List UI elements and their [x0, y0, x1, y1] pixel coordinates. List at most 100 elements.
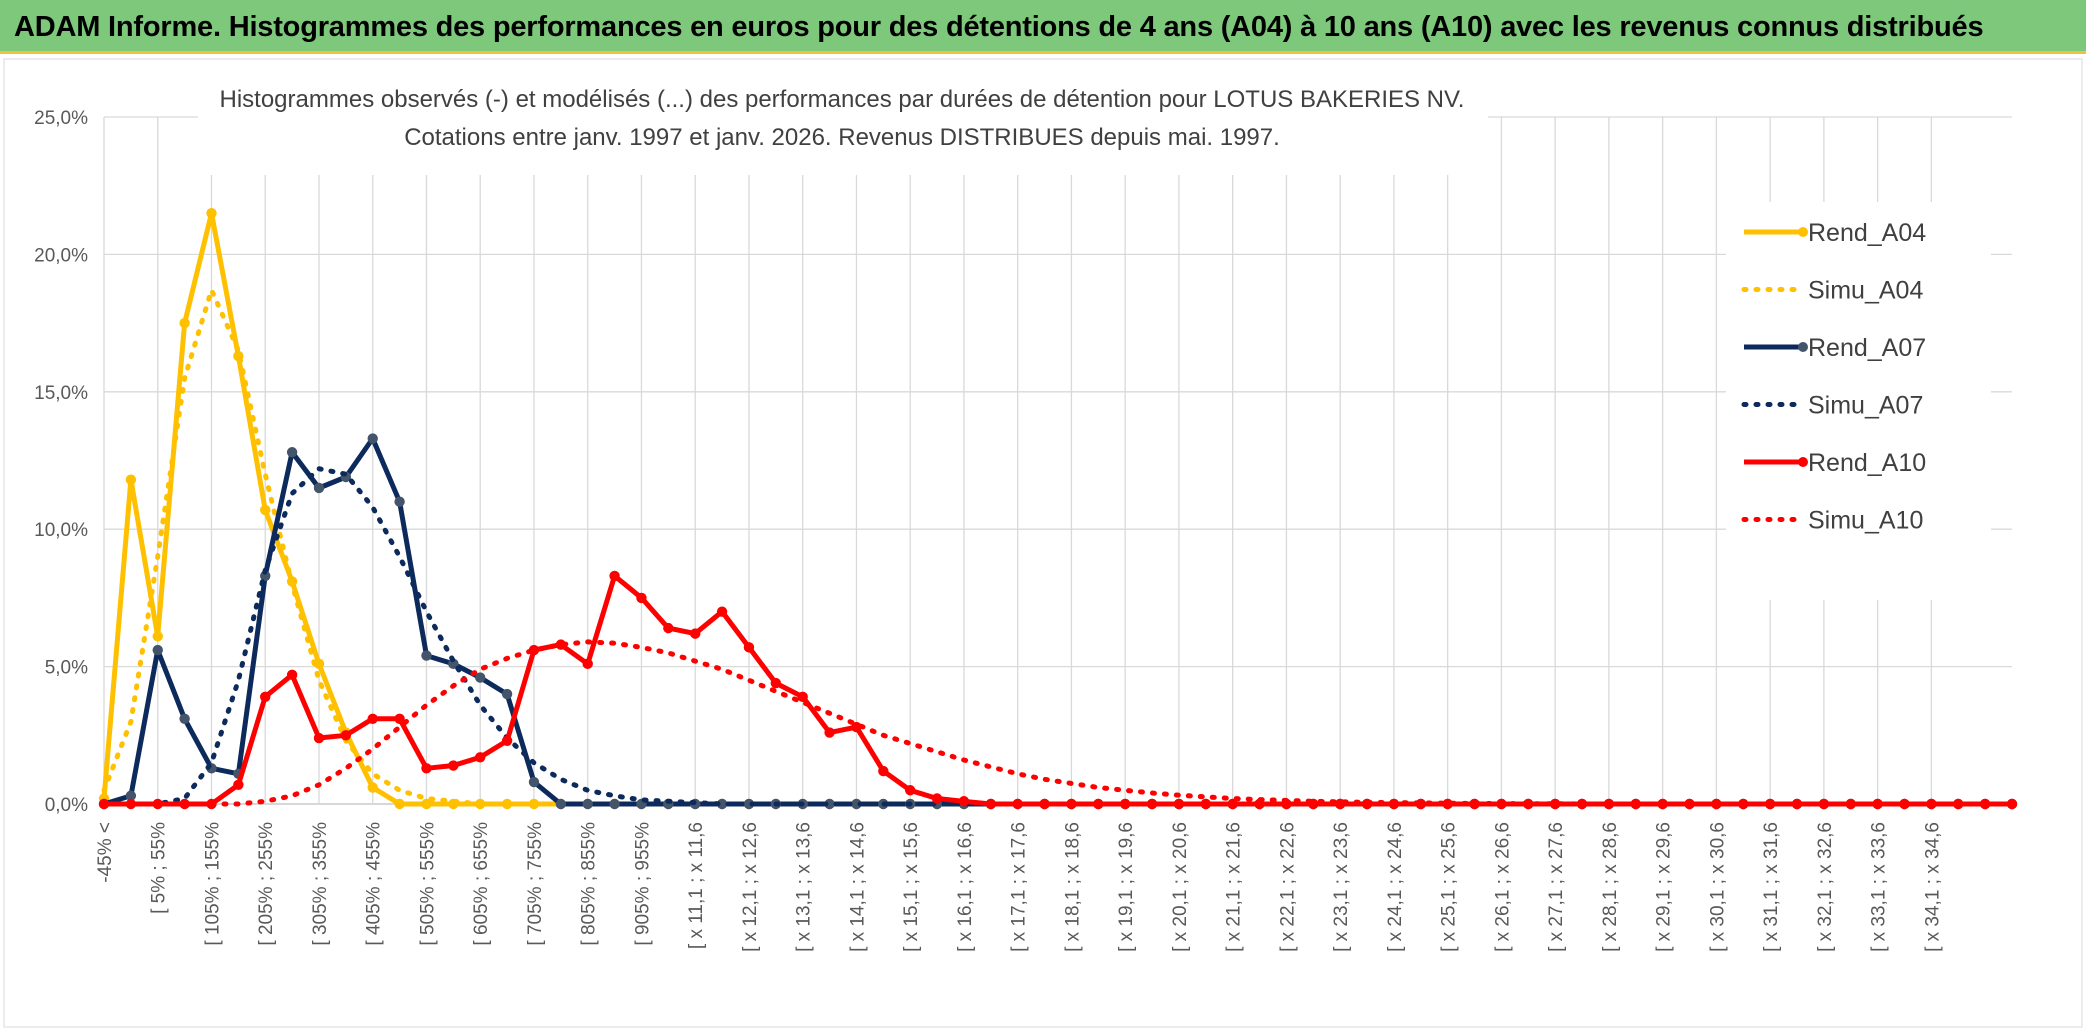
x-category-label: [ x 28,1 ; x 28,6: [1600, 822, 1621, 952]
data-point-rend_a07: [394, 496, 405, 507]
legend-marker: [1798, 457, 1808, 467]
data-point-rend_a07: [743, 798, 755, 810]
data-point-rend_a07: [501, 688, 513, 700]
x-category-label: [ x 29,1 ; x 29,6: [1654, 822, 1675, 952]
x-category-label: [ x 13,1 ; x 13,6: [794, 822, 815, 952]
data-point-rend_a07: [824, 798, 835, 810]
data-point-rend_a10: [179, 798, 190, 810]
x-category-label: [ x 30,1 ; x 30,6: [1707, 822, 1728, 952]
legend-label-rend_a07: Rend_A07: [1808, 334, 1926, 362]
data-point-rend_a07: [286, 447, 298, 458]
data-point-rend_a10: [743, 642, 755, 653]
data-point-rend_a10: [1657, 798, 1668, 810]
x-category-label: [ x 21,1 ; x 21,6: [1224, 822, 1245, 952]
data-point-rend_a04: [313, 658, 325, 670]
y-tick-label: 25,0%: [34, 108, 88, 129]
data-point-rend_a10: [286, 669, 298, 681]
data-point-rend_a10: [475, 752, 486, 763]
data-point-rend_a04: [394, 798, 405, 810]
data-point-rend_a10: [878, 765, 889, 777]
data-point-rend_a10: [663, 622, 674, 634]
x-category-label: [ x 17,1 ; x 17,6: [1009, 822, 1030, 952]
data-point-rend_a04: [528, 798, 540, 810]
data-point-rend_a10: [1872, 798, 1883, 810]
data-point-rend_a10: [501, 735, 513, 746]
data-point-rend_a10: [152, 798, 163, 810]
x-category-label: [ x 19,1 ; x 19,6: [1116, 822, 1137, 952]
data-point-rend_a10: [1899, 798, 1910, 810]
legend: Rend_A04 Simu_A04 Rend_A07 Simu_A07 Rend_A10…: [1726, 202, 1991, 600]
data-point-rend_a10: [1442, 798, 1453, 810]
data-point-rend_a07: [609, 798, 620, 810]
data-point-rend_a10: [985, 798, 997, 810]
legend-marker: [1798, 342, 1808, 352]
data-point-rend_a10: [1227, 798, 1238, 810]
x-category-label: [ 605% ; 655%: [471, 822, 492, 946]
data-point-rend_a10: [367, 713, 378, 725]
x-category-label: [ x 20,1 ; x 20,6: [1170, 822, 1191, 952]
x-category-label: [ 405% ; 455%: [364, 822, 385, 946]
data-point-rend_a04: [367, 782, 378, 793]
series-line-simu_a10: [101, 639, 2015, 807]
chart-title-background: [198, 77, 1488, 175]
data-point-rend_a10: [958, 796, 970, 807]
data-point-rend_a07: [582, 798, 593, 810]
data-point-rend_a10: [313, 732, 325, 744]
x-category-label: [ x 33,1 ; x 33,6: [1869, 822, 1890, 952]
x-category-label: [ x 24,1 ; x 24,6: [1385, 822, 1406, 952]
data-point-rend_a10: [770, 677, 782, 689]
data-point-rend_a10: [904, 785, 916, 796]
data-point-rend_a10: [690, 628, 701, 639]
data-point-rend_a10: [421, 763, 432, 774]
chart-title-line1: Histogrammes observés (-) et modélisés (…: [220, 86, 1465, 113]
data-point-rend_a10: [1146, 798, 1158, 810]
chart-area: 0,0% 5,0% 10,0% 15,0% 20,0% 25,0% -45% < [ 5% …: [0, 57, 2086, 1031]
data-point-rend_a10: [716, 606, 728, 617]
data-point-rend_a04: [125, 474, 137, 485]
data-point-rend_a10: [851, 721, 862, 733]
x-category-label: [ 505% ; 555%: [417, 822, 438, 946]
data-point-rend_a10: [582, 658, 593, 670]
data-point-rend_a10: [2006, 798, 2018, 810]
data-point-rend_a10: [448, 760, 459, 771]
y-tick-label: 15,0%: [34, 383, 88, 404]
data-point-rend_a04: [206, 207, 217, 219]
x-category-label: [ x 14,1 ; x 14,6: [847, 822, 868, 952]
legend-label-rend_a10: Rend_A10: [1808, 449, 1926, 477]
x-category-label: [ x 25,1 ; x 25,6: [1439, 822, 1460, 952]
data-point-rend_a10: [1173, 798, 1185, 810]
x-category-label: [ 305% ; 355%: [310, 822, 331, 946]
data-point-rend_a10: [1791, 798, 1803, 810]
data-point-rend_a07: [367, 433, 378, 444]
data-point-rend_a10: [1200, 798, 1212, 810]
x-category-label: [ 105% ; 155%: [202, 822, 223, 946]
data-point-rend_a07: [421, 650, 432, 661]
x-category-label: [ x 12,1 ; x 12,6: [740, 822, 761, 952]
data-point-rend_a07: [475, 672, 486, 683]
legend-label-simu_a10: Simu_A10: [1808, 507, 1923, 535]
y-tick-label: 10,0%: [34, 520, 88, 541]
x-category-label: [ 5% ; 55%: [149, 822, 170, 914]
legend-label-simu_a04: Simu_A04: [1808, 277, 1923, 305]
data-point-rend_a07: [313, 482, 325, 494]
data-point-rend_a10: [609, 570, 620, 582]
data-point-rend_a07: [716, 798, 728, 810]
legend-label-rend_a04: Rend_A04: [1808, 219, 1926, 247]
y-tick-label: 5,0%: [45, 658, 88, 679]
legend-label-simu_a07: Simu_A07: [1808, 392, 1923, 420]
x-category-label: [ x 16,1 ; x 16,6: [955, 822, 976, 952]
data-point-rend_a10: [394, 713, 405, 725]
data-point-rend_a07: [528, 776, 540, 788]
data-point-rend_a07: [851, 798, 862, 810]
y-tick-label: 20,0%: [34, 245, 88, 266]
report-title: ADAM Informe. Histogrammes des performan…: [0, 0, 2086, 54]
y-axis: 0,0% 5,0% 10,0% 15,0% 20,0% 25,0%: [34, 108, 88, 816]
data-point-rend_a10: [931, 793, 943, 804]
data-point-rend_a04: [421, 798, 432, 810]
data-point-rend_a10: [1684, 798, 1695, 810]
x-category-label: [ x 26,1 ; x 26,6: [1492, 822, 1513, 952]
data-point-rend_a04: [179, 317, 190, 329]
x-category-label: [ x 18,1 ; x 18,6: [1062, 822, 1083, 952]
data-point-rend_a10: [1012, 798, 1023, 810]
chart-title-line2: Cotations entre janv. 1997 et janv. 2026…: [404, 124, 1280, 151]
